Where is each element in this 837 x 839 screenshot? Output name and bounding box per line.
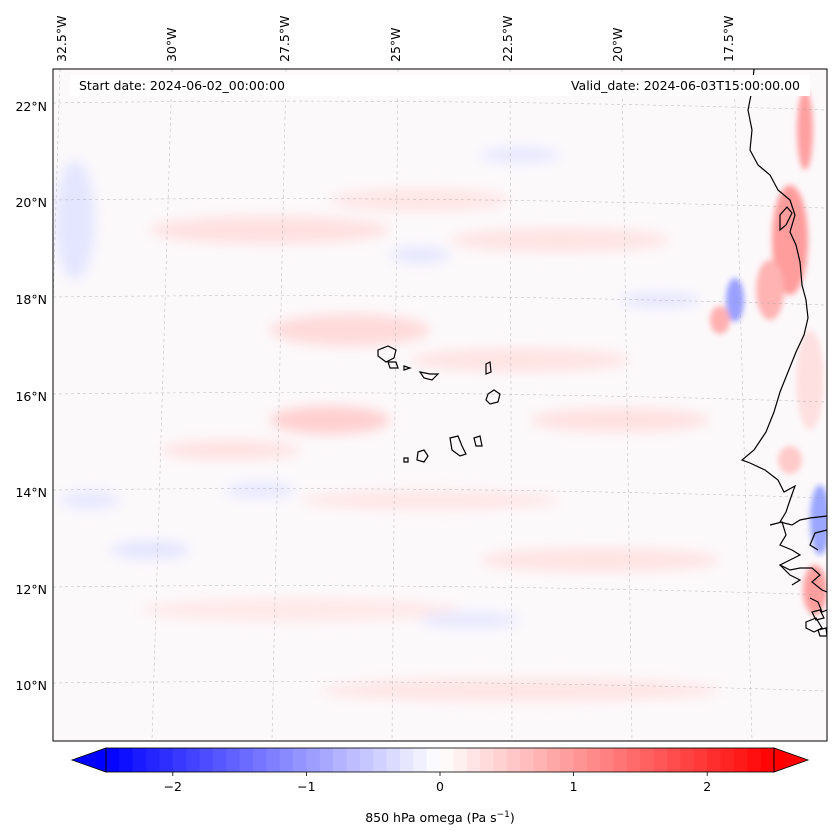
colorbar-cell (613, 748, 628, 772)
colorbar-extend-low (70, 747, 107, 773)
lon-label: 32.5°W (54, 16, 69, 62)
colorbar-cell (239, 748, 254, 772)
colorbar-cell (480, 748, 495, 772)
lat-label: 18°N (15, 292, 47, 307)
colorbar-cell (106, 748, 120, 772)
colorbar-ticks: −2 −1 0 1 2 (164, 772, 711, 794)
colorbar-cell (440, 748, 454, 772)
gridlines (53, 69, 827, 741)
colorbar-cell (667, 748, 682, 772)
colorbar-cell (573, 748, 588, 772)
colorbar-cell (159, 748, 174, 772)
colorbar-cell (506, 748, 521, 772)
colorbar-label: 850 hPa omega (Pa s−1) (365, 810, 515, 825)
lat-label: 14°N (15, 485, 47, 500)
island-sal (485, 361, 492, 375)
lon-labels: 32.5°W 30°W 27.5°W 25°W 22.5°W 20°W 17.5… (54, 16, 736, 62)
lat-label: 12°N (15, 582, 47, 597)
colorbar-cell (680, 748, 695, 772)
island-sao-nicolau (418, 371, 440, 381)
island-santo-antao (377, 345, 397, 363)
colorbar-tick-label: 1 (570, 779, 578, 794)
coastlines (740, 69, 827, 637)
colorbar-cell (119, 748, 134, 772)
colorbar-cell (319, 748, 334, 772)
colorbar-cell (186, 748, 201, 772)
lon-label: 30°W (164, 27, 179, 62)
valid-date-label: Valid_date: 2024-06-03T15:00:00.00 (571, 78, 800, 93)
colorbar-cell (346, 748, 361, 772)
colorbar-cell (333, 748, 348, 772)
coastal-field (710, 90, 827, 615)
island-santiago (449, 435, 467, 457)
island-brava (403, 457, 409, 463)
island-sao-vicente (387, 361, 399, 369)
colorbar-cell (453, 748, 468, 772)
colorbar-cell (293, 748, 307, 772)
colorbar-cell (212, 748, 227, 772)
colorbar-cell (600, 748, 615, 772)
colorbar-cell (146, 748, 161, 772)
colorbar-extend-high (773, 747, 810, 773)
colorbar-cell (720, 748, 735, 772)
africa-coastline (740, 69, 827, 526)
colorbar-cell (266, 748, 281, 772)
lat-label: 22°N (15, 99, 47, 114)
colorbar-cell (747, 748, 762, 772)
island-maio (473, 435, 483, 447)
colorbar-cells (106, 748, 775, 772)
cape-verde-islands (377, 345, 501, 463)
omega-field (55, 147, 720, 702)
colorbar-cell (546, 748, 561, 772)
island-fogo (416, 449, 429, 463)
colorbar-cell (533, 748, 548, 772)
colorbar-tick-label: −1 (297, 779, 315, 794)
colorbar-cell (560, 748, 575, 772)
lon-label: 22.5°W (500, 16, 515, 62)
colorbar-cell (306, 748, 321, 772)
colorbar-cell (493, 748, 508, 772)
colorbar-cell (426, 748, 441, 772)
lat-label: 16°N (15, 389, 47, 404)
header-box (70, 75, 810, 96)
island-boa-vista (485, 389, 501, 405)
lat-label: 20°N (15, 195, 47, 210)
colorbar-cell (172, 748, 187, 772)
colorbar-cell (199, 748, 214, 772)
colorbar-cell (252, 748, 267, 772)
colorbar-cell (413, 748, 428, 772)
colorbar-tick-label: 2 (703, 779, 711, 794)
colorbar-cell (132, 748, 147, 772)
colorbar-cell (399, 748, 414, 772)
colorbar-cell (586, 748, 601, 772)
colorbar-cell (466, 748, 481, 772)
map-panel (53, 69, 827, 741)
colorbar-cell (373, 748, 388, 772)
colorbar-cell (707, 748, 722, 772)
colorbar-cell (760, 748, 775, 772)
lon-label: 27.5°W (277, 16, 292, 62)
colorbar-cell (653, 748, 668, 772)
lon-label: 25°W (388, 27, 403, 62)
colorbar-cell (693, 748, 708, 772)
colorbar-cell (386, 748, 401, 772)
colorbar-cell (359, 748, 374, 772)
start-date-label: Start date: 2024-06-02_00:00:00 (79, 78, 285, 93)
map-frame (52, 68, 828, 742)
island-santa-luzia (403, 365, 412, 371)
colorbar-cell (627, 748, 641, 772)
colorbar-tick-label: 0 (436, 779, 444, 794)
colorbar-cell (226, 748, 241, 772)
lat-label: 10°N (15, 678, 47, 693)
colorbar-cell (279, 748, 294, 772)
lat-labels: 22°N 20°N 18°N 16°N 14°N 12°N 10°N (15, 99, 47, 693)
colorbar-cell (520, 748, 535, 772)
colorbar-cell (733, 748, 748, 772)
colorbar-tick-label: −2 (164, 779, 182, 794)
colorbar-cell (640, 748, 655, 772)
colorbar: −2 −1 0 1 2 850 hPa omega (Pa s−1) (70, 747, 810, 825)
lon-label: 17.5°W (721, 16, 736, 62)
lon-label: 20°W (610, 27, 625, 62)
